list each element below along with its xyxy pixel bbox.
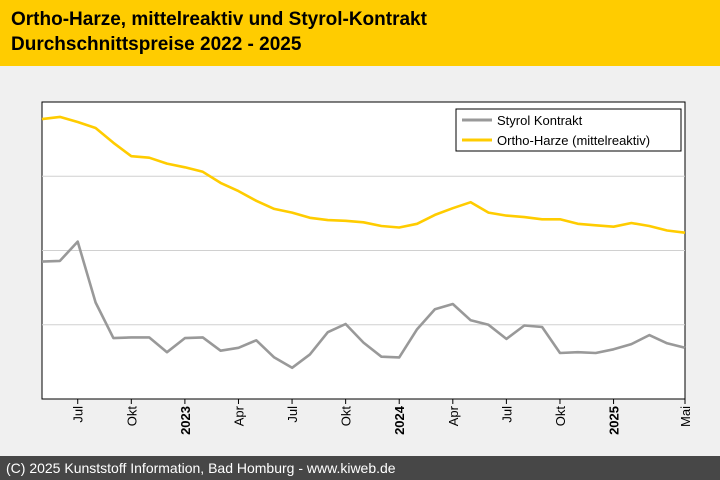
x-tick-label: Okt bbox=[339, 406, 354, 427]
series-line-ortho bbox=[41, 115, 686, 234]
footer-bar: (C) 2025 Kunststoff Information, Bad Hom… bbox=[0, 456, 720, 480]
x-tick-label: 2024 bbox=[392, 405, 407, 435]
x-tick-label: Okt bbox=[553, 406, 568, 427]
line-chart: Jul Okt 2023 Apr Jul Okt 2024 Apr Jul Okt 2025 Mai … bbox=[41, 101, 693, 435]
series-line-styrol bbox=[41, 240, 686, 370]
legend: Styrol Kontrakt Ortho-Harze (mittelreakt… bbox=[455, 108, 682, 152]
x-axis: Jul Okt 2023 Apr Jul Okt 2024 Apr Jul Okt 2025 Mai bbox=[71, 399, 693, 435]
gridlines bbox=[42, 175, 685, 326]
title-banner: Ortho-Harze, mittelreaktiv und Styrol-Ko… bbox=[0, 0, 720, 66]
x-tick-label: Okt bbox=[124, 406, 139, 427]
legend-box bbox=[455, 108, 682, 152]
x-tick-label: Apr bbox=[446, 405, 461, 426]
x-tick-label: Jul bbox=[285, 406, 300, 423]
legend-label-styrol: Styrol Kontrakt bbox=[497, 113, 583, 128]
x-tick-label: Mai bbox=[678, 406, 693, 427]
series-lines bbox=[41, 115, 686, 370]
x-tick-label: 2023 bbox=[178, 406, 193, 435]
x-tick-label: Jul bbox=[71, 406, 86, 423]
x-tick-label: Jul bbox=[499, 406, 514, 423]
chart-subtitle: Durchschnittspreise 2022 - 2025 bbox=[11, 34, 302, 55]
copyright-text: (C) 2025 Kunststoff Information, Bad Hom… bbox=[6, 460, 396, 476]
legend-label-ortho: Ortho-Harze (mittelreaktiv) bbox=[497, 133, 650, 148]
x-tick-label: 2025 bbox=[607, 406, 622, 435]
chart-title: Ortho-Harze, mittelreaktiv und Styrol-Ko… bbox=[11, 9, 427, 30]
x-tick-label: Apr bbox=[231, 405, 246, 426]
